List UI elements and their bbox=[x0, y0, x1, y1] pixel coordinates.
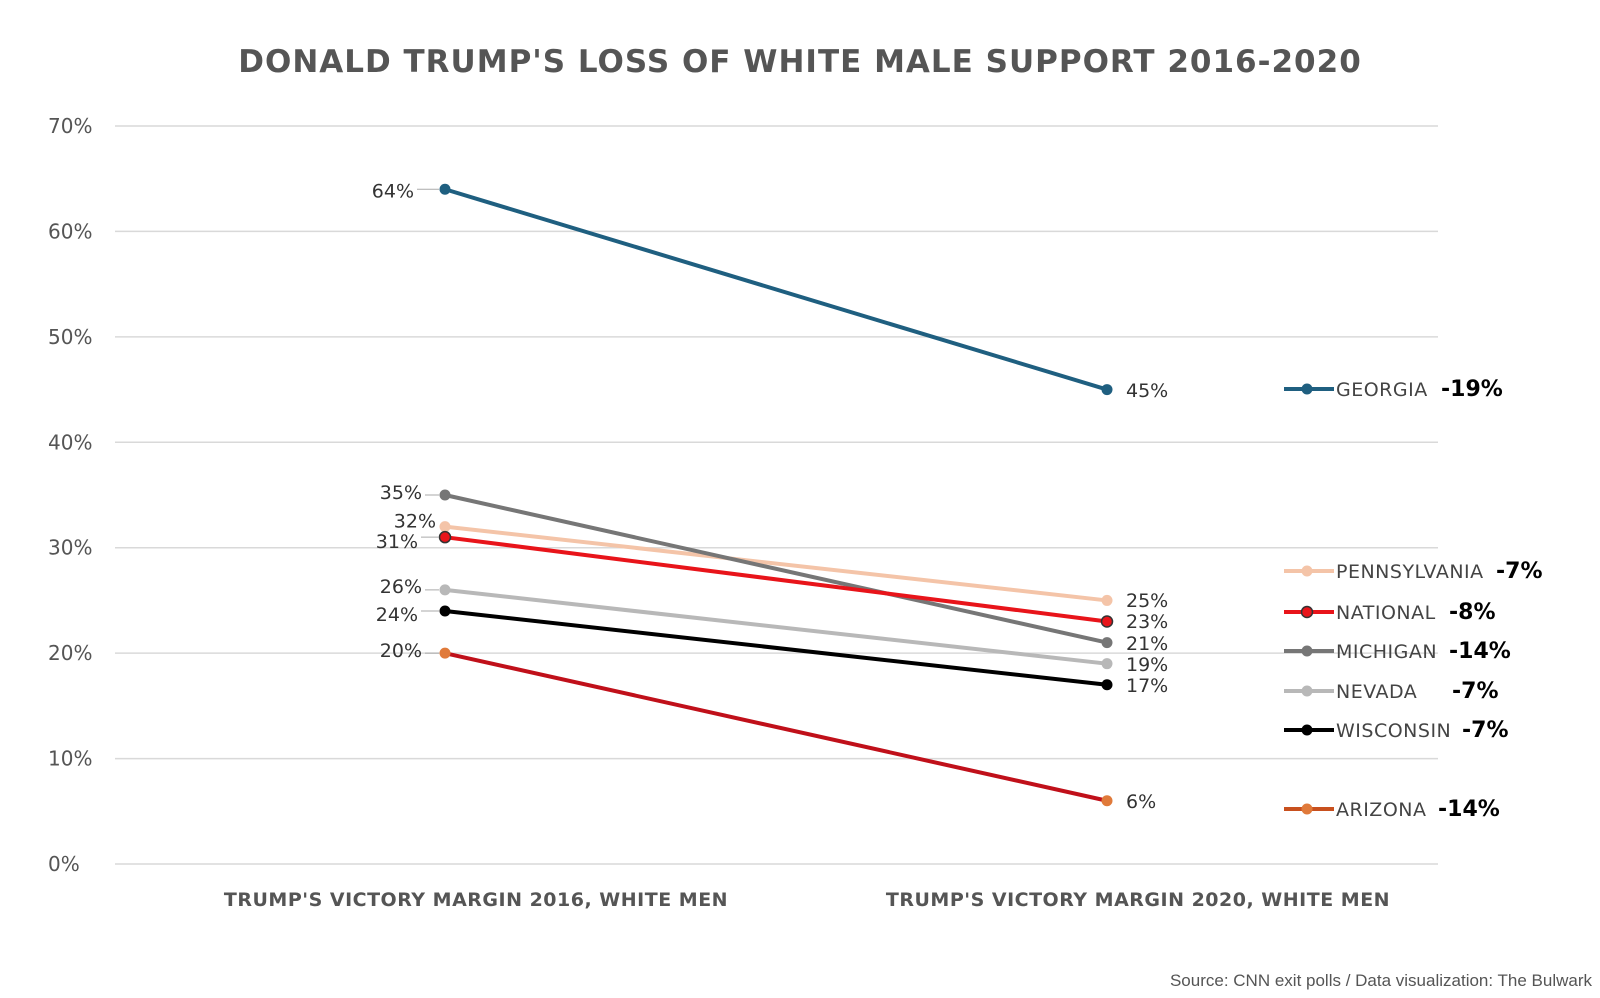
legend-marker-michigan bbox=[1301, 645, 1313, 657]
point-michigan-2020 bbox=[1101, 637, 1113, 649]
legend-marker-pennsylvania bbox=[1301, 565, 1313, 577]
series-line-georgia bbox=[443, 187, 1109, 392]
chart-title: DONALD TRUMP'S LOSS OF WHITE MALE SUPPOR… bbox=[238, 44, 1362, 80]
legend-delta-georgia: -19% bbox=[1441, 377, 1503, 402]
series-line-michigan bbox=[443, 493, 1109, 645]
data-label-arizona-2020: 6% bbox=[1126, 791, 1156, 813]
data-label-nevada-2016: 26% bbox=[380, 576, 422, 598]
y-axis: 0% 10% 20% 30% 40% 50% 60% 70% bbox=[48, 114, 92, 876]
x-category-2020: TRUMP'S VICTORY MARGIN 2020, WHITE MEN bbox=[886, 889, 1390, 911]
legend-marker-national bbox=[1300, 605, 1314, 619]
data-label-pennsylvania-2020: 25% bbox=[1126, 590, 1168, 612]
point-pennsylvania-2020 bbox=[1101, 594, 1113, 606]
series-line-arizona bbox=[443, 651, 1109, 803]
point-wisconsin-2016 bbox=[439, 605, 451, 617]
data-label-michigan-2020: 21% bbox=[1126, 633, 1168, 655]
legend-marker-arizona bbox=[1301, 803, 1313, 815]
data-labels: 64% 45% 32% 25% 31% 23% 35% 21% 26% 19% 24% 17% 20% 6… bbox=[372, 180, 1168, 813]
legend-marker-nevada bbox=[1301, 685, 1313, 697]
y-tick-label: 70% bbox=[48, 114, 92, 138]
series-line-national bbox=[443, 535, 1109, 624]
legend-delta-michigan: -14% bbox=[1449, 639, 1511, 664]
legend-delta-wisconsin: -7% bbox=[1462, 718, 1508, 743]
point-georgia-2016 bbox=[439, 183, 451, 195]
legend-delta-pennsylvania: -7% bbox=[1496, 559, 1542, 584]
point-national-2016 bbox=[438, 530, 452, 544]
legend-label-wisconsin: WISCONSIN bbox=[1336, 720, 1451, 742]
legend-delta-national: -8% bbox=[1449, 600, 1495, 625]
series-lines bbox=[438, 183, 1114, 807]
y-tick-label: 50% bbox=[48, 325, 92, 349]
legend-label-national: NATIONAL bbox=[1336, 602, 1436, 624]
point-nevada-2016 bbox=[439, 584, 451, 596]
series-line-pennsylvania bbox=[443, 524, 1109, 603]
data-label-arizona-2016: 20% bbox=[380, 640, 422, 662]
data-label-nevada-2020: 19% bbox=[1126, 654, 1168, 676]
y-tick-label: 20% bbox=[48, 641, 92, 665]
legend-marker-georgia bbox=[1301, 383, 1313, 395]
point-nevada-2020 bbox=[1101, 658, 1113, 670]
legend-delta-nevada: -7% bbox=[1452, 679, 1498, 704]
x-axis: TRUMP'S VICTORY MARGIN 2016, WHITE MEN T… bbox=[224, 889, 1390, 911]
data-label-national-2016: 31% bbox=[376, 531, 418, 553]
data-label-georgia-2020: 45% bbox=[1126, 380, 1168, 402]
y-tick-label: 30% bbox=[48, 536, 92, 560]
legend-label-pennsylvania: PENNSYLVANIA bbox=[1336, 561, 1484, 583]
x-category-2016: TRUMP'S VICTORY MARGIN 2016, WHITE MEN bbox=[224, 889, 728, 911]
y-tick-label: 60% bbox=[48, 219, 92, 243]
data-label-pennsylvania-2016: 32% bbox=[394, 511, 436, 533]
series-line-wisconsin bbox=[443, 608, 1109, 687]
point-national-2020 bbox=[1100, 615, 1114, 628]
data-label-wisconsin-2020: 17% bbox=[1126, 675, 1168, 697]
source-note: Source: CNN exit polls / Data visualizat… bbox=[1170, 971, 1593, 990]
legend: GEORGIA -19% PENNSYLVANIA -7% NATIONAL -8% MIC… bbox=[1284, 377, 1542, 822]
point-arizona-2020 bbox=[1101, 795, 1113, 807]
legend-label-nevada: NEVADA bbox=[1336, 681, 1417, 703]
legend-delta-arizona: -14% bbox=[1438, 797, 1500, 822]
point-arizona-2016 bbox=[439, 647, 451, 659]
data-label-michigan-2016: 35% bbox=[380, 482, 422, 504]
legend-label-arizona: ARIZONA bbox=[1336, 799, 1426, 821]
point-wisconsin-2020 bbox=[1101, 679, 1113, 691]
legend-label-georgia: GEORGIA bbox=[1336, 379, 1428, 401]
legend-label-michigan: MICHIGAN bbox=[1336, 641, 1437, 663]
gridlines bbox=[115, 125, 1438, 865]
data-label-wisconsin-2016: 24% bbox=[376, 604, 418, 626]
point-pennsylvania-2016 bbox=[439, 521, 451, 533]
series-line-nevada bbox=[443, 587, 1109, 666]
y-tick-label: 40% bbox=[48, 430, 92, 454]
data-label-georgia-2016: 64% bbox=[372, 180, 414, 202]
y-tick-label: 10% bbox=[48, 747, 92, 771]
legend-marker-wisconsin bbox=[1301, 724, 1313, 736]
data-label-national-2020: 23% bbox=[1126, 611, 1168, 633]
point-georgia-2020 bbox=[1101, 384, 1113, 396]
point-michigan-2016 bbox=[439, 489, 451, 501]
y-tick-label: 0% bbox=[48, 852, 80, 876]
